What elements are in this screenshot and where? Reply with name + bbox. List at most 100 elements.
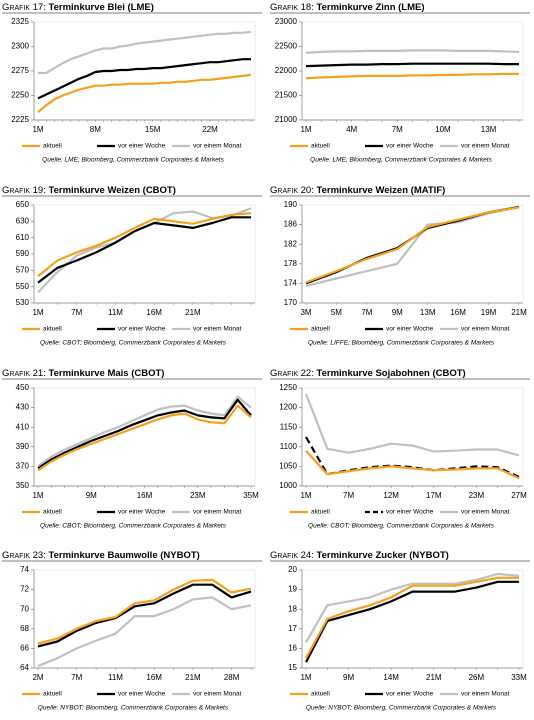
x-tick-label: 1M [32, 491, 43, 500]
series-line [37, 578, 252, 645]
chart-title-text: Terminkurve Blei (LME) [49, 2, 154, 13]
y-tick-label: 22000 [275, 66, 298, 75]
plot-frame [301, 21, 524, 121]
legend-label: aktuell [311, 509, 330, 516]
y-tick-label: 22500 [275, 42, 298, 51]
x-tick-label: 21M [185, 308, 201, 317]
source: Quelle: LME; Bloomberg, Commerzbank Corp… [42, 157, 224, 164]
y-tick-label: 1050 [279, 462, 297, 471]
y-tick-label: 390 [16, 442, 30, 451]
chart-label: Grafik 24: [270, 550, 314, 561]
y-tick-label: 17 [288, 624, 297, 633]
x-tick-label: 7M [71, 308, 82, 317]
chart-label: Grafik 22: [270, 368, 314, 379]
y-tick-label: 550 [16, 282, 30, 291]
legend-label: vor einem Monat [193, 326, 242, 333]
legend-label: vor einer Woche [118, 143, 166, 150]
chart-title: Grafik 17: Terminkurve Blei (LME) [2, 2, 154, 13]
series-line [305, 449, 520, 480]
series-line [305, 206, 520, 284]
legend-label: vor einer Woche [118, 691, 166, 698]
x-tick-label: 13M [481, 125, 497, 134]
chart-label: Grafik 20: [270, 185, 314, 196]
x-tick-label: 7M [392, 125, 403, 134]
y-tick-label: 182 [284, 239, 298, 248]
x-tick-label: 9M [86, 491, 97, 500]
y-tick-label: 190 [284, 200, 298, 209]
series-line [37, 212, 252, 277]
chart-title: Grafik 19: Terminkurve Weizen (CBOT) [2, 185, 176, 196]
chart-label: Grafik 21: [2, 368, 46, 379]
y-tick-label: 23000 [275, 17, 298, 26]
legend-label: vor einer Woche [386, 509, 434, 516]
chart-label: Grafik 18: [270, 2, 314, 13]
legend-label: aktuell [43, 326, 62, 333]
x-tick-label: 21M [185, 673, 201, 682]
y-tick-label: 15 [288, 663, 297, 672]
series-line [305, 205, 520, 287]
x-tick-label: 9M [343, 673, 354, 682]
x-tick-label: 8M [90, 125, 101, 134]
y-tick-label: 72 [20, 585, 29, 594]
y-tick-label: 590 [16, 249, 30, 258]
y-tick-label: 18 [288, 604, 297, 613]
y-tick-label: 630 [16, 216, 30, 225]
x-tick-label: 3M [300, 308, 311, 317]
x-tick-label: 21M [511, 308, 527, 317]
legend-label: aktuell [311, 326, 330, 333]
y-tick-label: 2250 [11, 91, 29, 100]
x-tick-label: 5M [331, 308, 342, 317]
y-tick-label: 170 [284, 298, 298, 307]
y-tick-label: 2300 [11, 42, 29, 51]
chart-title-text: Terminkurve Zucker (NYBOT) [317, 550, 449, 561]
y-tick-label: 64 [20, 663, 29, 672]
legend-label: vor einer Woche [118, 509, 166, 516]
chart-label: Grafik 23: [2, 550, 46, 561]
y-tick-label: 174 [284, 279, 298, 288]
legend-label: vor einem Monat [461, 509, 510, 516]
x-tick-label: 15M [145, 125, 161, 134]
x-tick-label: 33M [511, 673, 527, 682]
legend-label: vor einem Monat [461, 326, 510, 333]
legend-label: vor einem Monat [193, 143, 242, 150]
plot-frame [33, 21, 256, 121]
y-tick-label: 19 [288, 585, 297, 594]
x-tick-label: 7M [343, 491, 354, 500]
legend-label: vor einer Woche [386, 326, 434, 333]
y-tick-label: 1100 [280, 442, 298, 451]
chart-title: Grafik 24: Terminkurve Zucker (NYBOT) [270, 550, 449, 561]
series-line [37, 216, 251, 284]
x-tick-label: 17M [426, 491, 442, 500]
y-tick-label: 68 [20, 624, 29, 633]
y-tick-label: 650 [16, 200, 30, 209]
series-line [305, 572, 520, 644]
y-tick-label: 2325 [11, 17, 29, 26]
x-tick-label: 16M [146, 673, 162, 682]
x-tick-label: 7M [361, 308, 372, 317]
y-tick-label: 530 [16, 298, 30, 307]
plot-frame [301, 387, 524, 487]
series-line [304, 393, 520, 457]
y-tick-label: 20 [288, 565, 297, 574]
legend-label: vor einem Monat [193, 509, 242, 516]
series-line [305, 576, 519, 659]
x-tick-label: 21M [426, 673, 442, 682]
legend-label: vor einem Monat [461, 691, 510, 698]
x-tick-label: 1M [32, 125, 43, 134]
legend-label: vor einem Monat [193, 691, 242, 698]
chart-title: Grafik 18: Terminkurve Zinn (LME) [270, 2, 425, 13]
y-tick-label: 186 [284, 220, 298, 229]
y-tick-label: 21500 [275, 91, 298, 100]
legend-label: aktuell [43, 143, 62, 150]
series-line [37, 583, 252, 648]
y-tick-label: 70 [20, 604, 29, 613]
x-tick-label: 19M [481, 308, 497, 317]
chart-title-text: Terminkurve Mais (CBOT) [49, 368, 165, 379]
y-tick-label: 1250 [279, 383, 297, 392]
legend-label: vor einer Woche [386, 691, 434, 698]
x-tick-label: 35M [243, 491, 259, 500]
chart-title: Grafik 20: Terminkurve Weizen (MATIF) [270, 185, 445, 196]
y-tick-label: 610 [16, 233, 30, 242]
source: Quelle: NYBOT; Bloomberg, Commerzbank Co… [306, 705, 497, 712]
y-tick-label: 570 [16, 265, 30, 274]
